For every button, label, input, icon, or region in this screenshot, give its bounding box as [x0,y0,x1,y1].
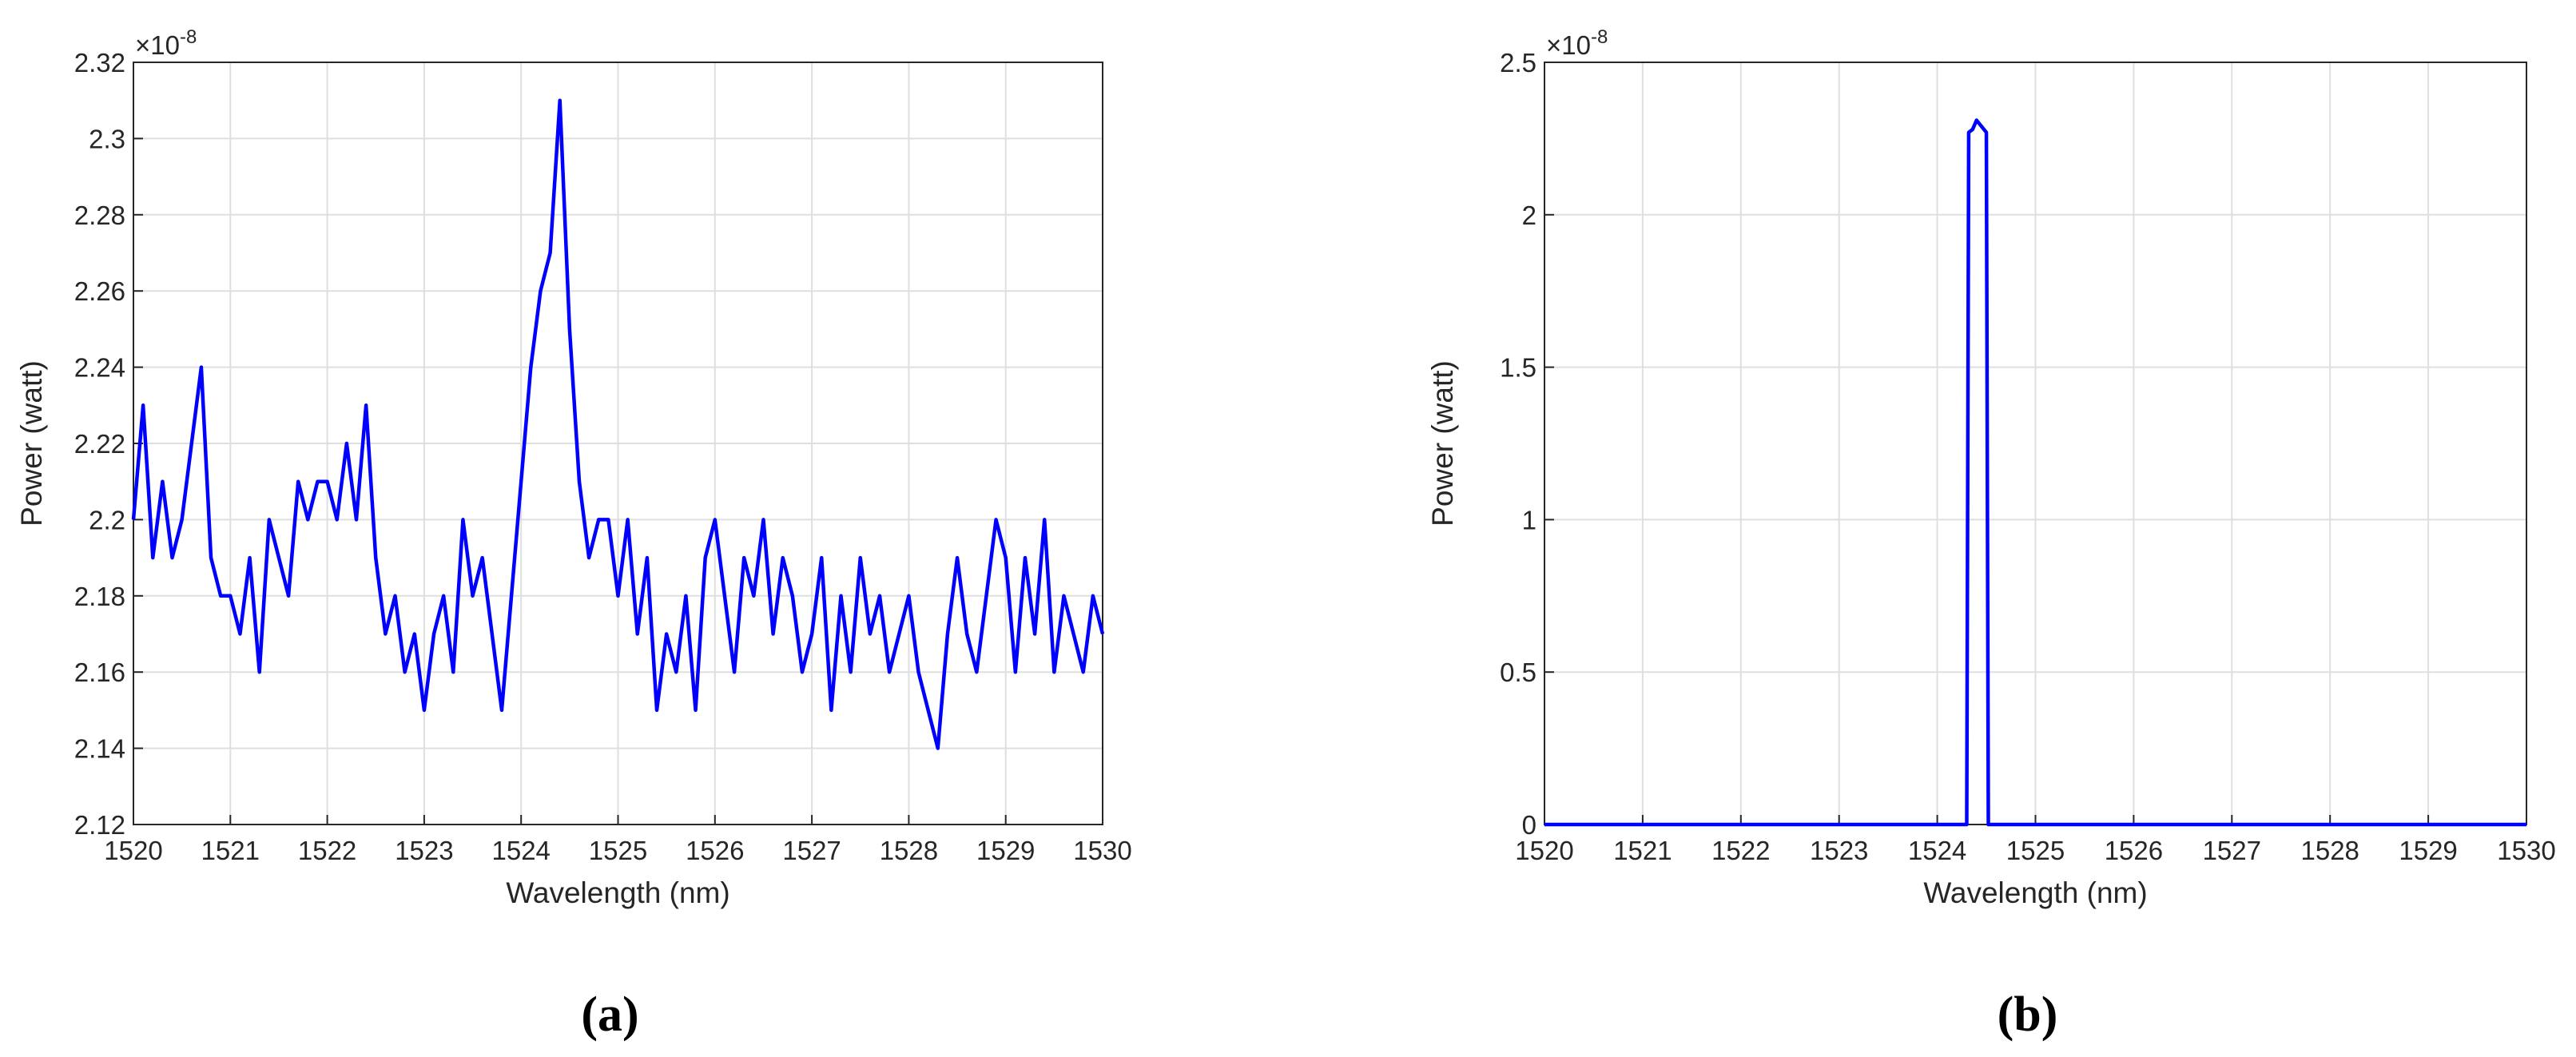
y-axis-label: Power (watt) [1426,360,1459,527]
x-tick-label: 1530 [1073,836,1131,865]
y-axis-label: Power (watt) [15,360,48,527]
x-tick-label: 1530 [2497,836,2555,865]
x-tick-label: 1527 [2203,836,2261,865]
y-exponent: ×10-8 [1546,26,1608,60]
y-tick-label: 2 [1522,201,1536,230]
plot: 1520 1521 1522 1523 1524 1525 1526 1527 1528 1529… [15,26,1132,1042]
x-axis-label: Wavelength (nm) [506,876,729,909]
x-tick-label: 1523 [395,836,453,865]
x-axis-label: Wavelength (nm) [1923,876,2147,909]
y-tick-label: 2.28 [74,201,125,230]
x-tick-label: 1522 [298,836,356,865]
y-tick-label: 2.22 [74,429,125,459]
y-tick-label: 2.5 [1500,48,1536,77]
panel-label: (b) [1998,987,2058,1042]
x-tick-label: 1525 [589,836,647,865]
y-tick-label: 2.12 [74,810,125,840]
x-tick-label: 1524 [1908,836,1966,865]
x-tick-label: 1529 [976,836,1035,865]
x-tick-label: 1521 [1613,836,1672,865]
plot: 1520 1521 1522 1523 1524 1525 1526 1527 1528 1529… [1426,26,2556,1042]
y-tick-label: 2.3 [89,124,125,153]
y-exponent: ×10-8 [135,26,197,60]
x-tick-label: 1524 [491,836,550,865]
panel-label: (a) [581,987,638,1042]
x-tick-label: 1525 [2006,836,2065,865]
exponent-power: -8 [1591,26,1608,48]
x-tick-label: 1528 [880,836,938,865]
y-tick-label: 2.2 [89,505,125,534]
y-tick-label: 2.14 [74,734,125,764]
x-tick-label: 1528 [2300,836,2359,865]
exponent-base: ×10 [1546,30,1591,60]
x-tick-label: 1526 [686,836,744,865]
x-tick-label: 1523 [1810,836,1868,865]
exponent-base: ×10 [135,30,180,60]
x-tick-label: 1527 [782,836,841,865]
data-line [1544,118,2526,827]
y-tick-label: 2.32 [74,48,125,77]
x-tick-label: 1522 [1711,836,1770,865]
y-tick-label: 0 [1522,810,1536,840]
y-tick-label: 2.16 [74,658,125,687]
x-tick-label: 1521 [201,836,260,865]
y-tick-label: 0.5 [1500,658,1536,687]
y-tick-label: 1 [1522,505,1536,534]
data-line [131,98,1105,750]
x-tick-label: 1520 [1515,836,1573,865]
y-tick-label: 2.24 [74,353,125,383]
exponent-power: -8 [180,26,197,48]
x-tick-label: 1520 [104,836,162,865]
x-tick-label: 1526 [2105,836,2163,865]
y-tick-label: 2.18 [74,582,125,611]
axes-box [133,62,1103,825]
x-tick-label: 1529 [2399,836,2457,865]
y-tick-label: 1.5 [1500,353,1536,383]
y-tick-label: 2.26 [74,276,125,306]
